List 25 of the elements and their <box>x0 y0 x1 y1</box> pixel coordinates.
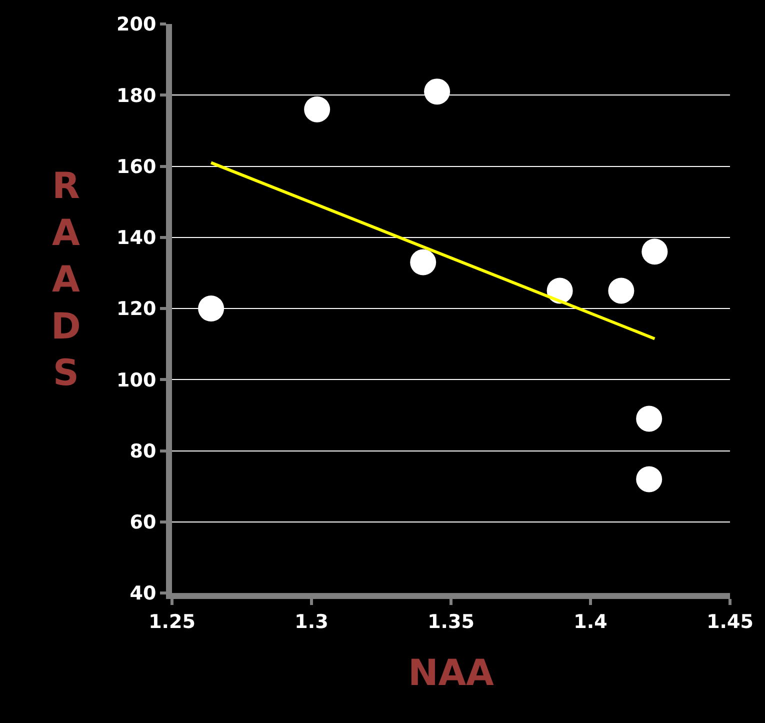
y-tick-label: 100 <box>116 369 156 392</box>
point <box>636 406 662 432</box>
point <box>198 296 224 322</box>
x-tick-label: 1.25 <box>148 610 196 633</box>
y-tick-label: 180 <box>116 84 156 107</box>
point <box>424 78 450 105</box>
x-tick-label: 1.3 <box>294 610 328 633</box>
x-axis-title: NAA <box>408 653 494 694</box>
point <box>304 96 330 122</box>
y-axis-title: RAADS <box>51 166 81 394</box>
y-tick-label: 200 <box>116 14 156 36</box>
y-tick-label: 140 <box>116 227 156 250</box>
y-tick-label: 120 <box>116 298 156 320</box>
y-tick-label: 80 <box>130 440 156 462</box>
point <box>608 278 634 304</box>
x-tick-label: 1.4 <box>574 610 608 633</box>
point <box>642 238 668 265</box>
y-tick-label: 40 <box>130 582 156 605</box>
y-tick-label: 60 <box>130 512 156 534</box>
x-tick-label: 1.45 <box>706 610 754 633</box>
point <box>546 278 573 304</box>
y-tick-label: 160 <box>116 156 156 178</box>
point <box>410 249 436 276</box>
point <box>636 466 662 492</box>
x-tick-label: 1.35 <box>428 610 474 633</box>
